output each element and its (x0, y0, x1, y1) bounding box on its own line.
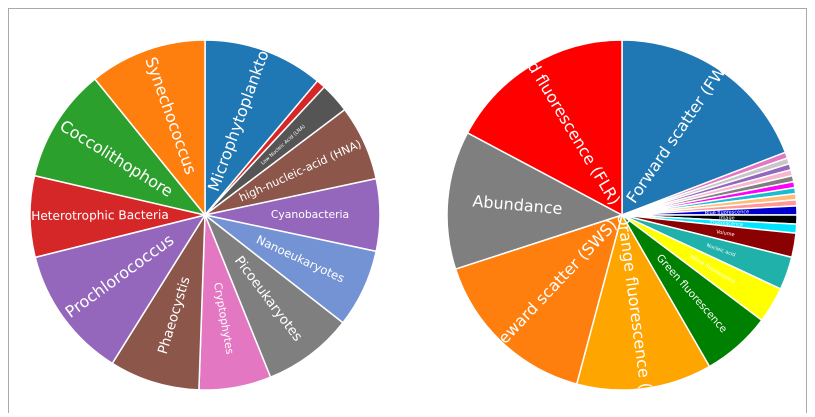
pie-slice (93, 39, 206, 218)
slice-label: Heterotrophic Bacteria (31, 208, 169, 223)
pie-slice (446, 131, 624, 271)
pie-slice (33, 77, 207, 217)
slice-label: Blue fluorescence (705, 209, 750, 216)
pie-slice (34, 213, 207, 365)
pie-slice (575, 213, 711, 391)
pie-slice (204, 39, 319, 218)
slice-label: Fluorescence (710, 219, 743, 228)
slice-label: Cyanobacteria (271, 208, 349, 221)
pie-slice (203, 212, 344, 379)
pie-slice (621, 39, 787, 217)
slice-label: Image (719, 215, 735, 221)
frame (8, 8, 807, 417)
slice-label: Volume (716, 229, 735, 238)
pie-slice (111, 212, 206, 391)
pie-slice (454, 213, 624, 385)
pie-slice (466, 39, 623, 217)
